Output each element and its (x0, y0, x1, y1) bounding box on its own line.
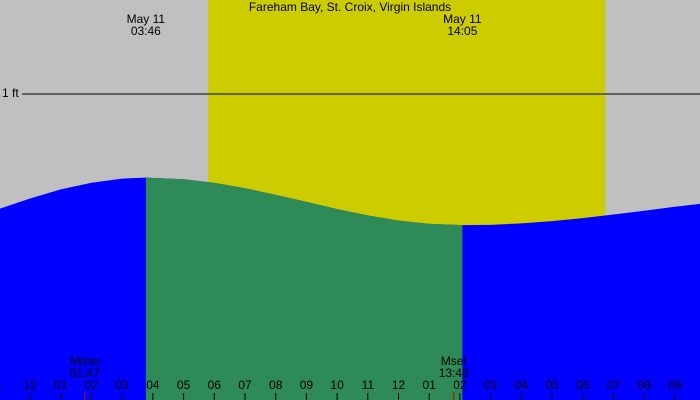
x-tick-label: 05 (545, 378, 559, 392)
extreme-date: May 11 (127, 12, 166, 26)
x-tick-label: 09 (668, 378, 682, 392)
tide-between-extremes (145, 177, 463, 400)
x-tick-label: 06 (576, 378, 590, 392)
x-tick-label: 03 (116, 378, 130, 392)
x-tick-label: 02 (453, 378, 467, 392)
x-tick-label: 03 (484, 378, 498, 392)
x-tick-label: 1 (0, 378, 3, 392)
x-tick-label: 07 (607, 378, 621, 392)
x-tick-label: 12 (392, 378, 406, 392)
extreme-time: 14:05 (447, 24, 477, 38)
x-tick-label: 12 (23, 378, 37, 392)
x-tick-label: 11 (362, 378, 375, 392)
x-tick-label: 06 (208, 378, 222, 392)
x-tick-label: 08 (269, 378, 283, 392)
moon-time: 01:47 (70, 366, 100, 380)
y-tick-label: 1 ft (2, 86, 19, 100)
extreme-time: 03:46 (131, 24, 161, 38)
x-tick-label: 07 (238, 378, 252, 392)
x-tick-label: 01 (423, 378, 437, 392)
x-tick-label: 01 (54, 378, 68, 392)
x-tick-label: 02 (85, 378, 99, 392)
x-tick-label: 09 (300, 378, 314, 392)
moon-label: Mrise (70, 354, 100, 368)
chart-title: Fareham Bay, St. Croix, Virgin Islands (249, 0, 451, 14)
x-tick-label: 05 (177, 378, 191, 392)
moon-label: Mset (441, 354, 468, 368)
x-tick-label: 10 (330, 378, 344, 392)
extreme-date: May 11 (443, 12, 482, 26)
moon-time: 13:48 (439, 366, 469, 380)
x-tick-label: 04 (146, 378, 160, 392)
x-tick-label: 08 (637, 378, 651, 392)
x-tick-label: 04 (515, 378, 529, 392)
